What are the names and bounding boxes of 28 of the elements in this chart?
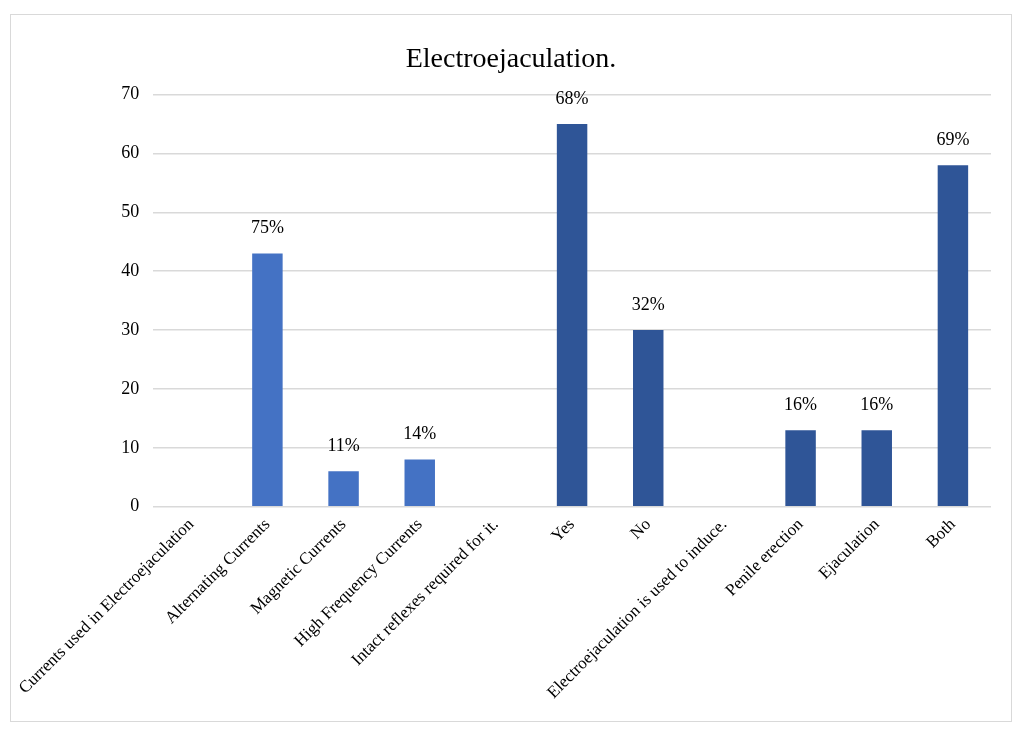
bar	[252, 253, 283, 506]
annotation: 11%	[327, 435, 360, 456]
bar	[785, 430, 816, 506]
y-tick-label: 20	[121, 377, 140, 398]
x-tick-label: Both	[922, 514, 960, 552]
x-tick-label: Yes	[547, 514, 579, 546]
y-tick-label: 10	[121, 436, 140, 457]
y-tick-label: 70	[121, 83, 140, 104]
bar	[861, 430, 892, 506]
annotation: 32%	[631, 293, 665, 314]
bar	[404, 459, 435, 506]
bar	[937, 165, 969, 506]
y-tick-label: 60	[121, 142, 140, 163]
y-tick-label: 0	[130, 495, 140, 516]
annotation: 75%	[250, 217, 284, 238]
y-tick-label: 40	[121, 259, 140, 280]
annotation: 16%	[860, 393, 894, 414]
chart-title: Electroejaculation.	[405, 42, 617, 74]
y-tick-label: 30	[121, 318, 140, 339]
y-tick-label: 50	[121, 201, 140, 222]
bar	[556, 124, 588, 506]
x-tick-label: No	[626, 514, 655, 543]
bar	[633, 330, 664, 506]
annotation: 14%	[403, 423, 437, 444]
annotation: 68%	[555, 87, 589, 108]
annotation: 16%	[784, 393, 818, 414]
bar	[328, 471, 359, 506]
annotation: 69%	[936, 128, 970, 149]
